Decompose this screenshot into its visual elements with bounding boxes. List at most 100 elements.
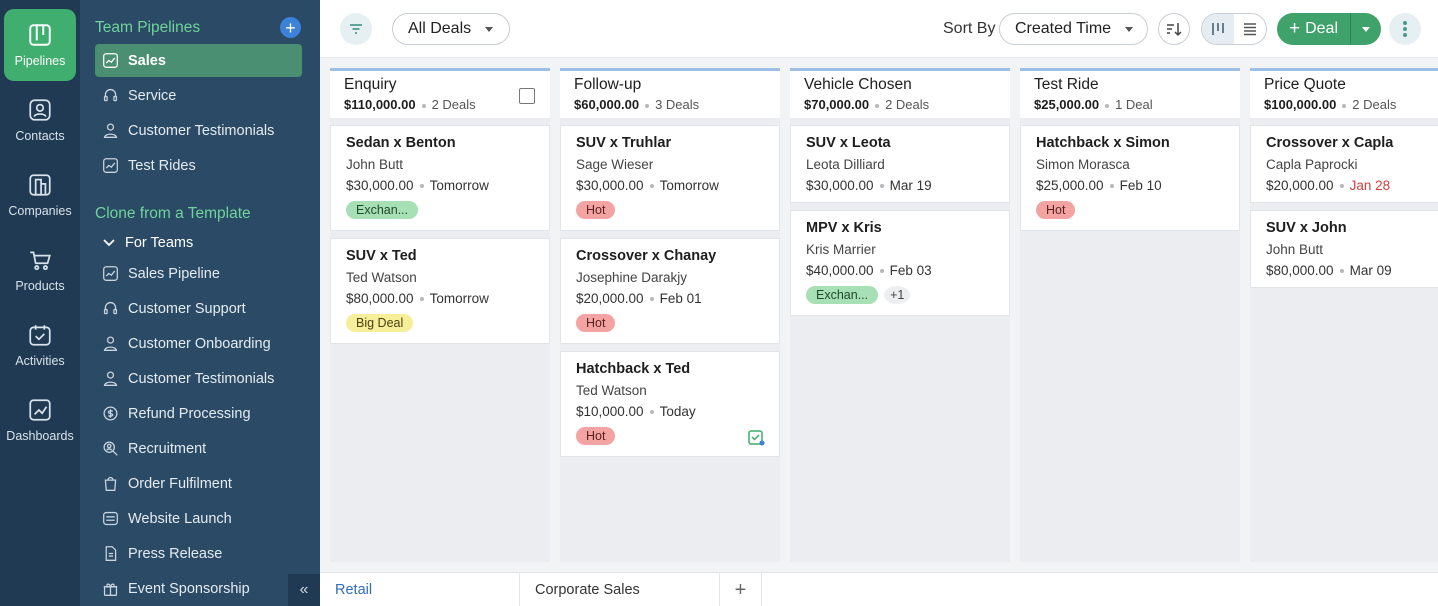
- sidebar-item-label: Test Rides: [128, 157, 196, 174]
- rail-label: Companies: [8, 204, 72, 218]
- add-deal-main[interactable]: + Deal: [1277, 13, 1351, 45]
- template-customer-support[interactable]: Customer Support: [95, 292, 302, 325]
- add-deal-button[interactable]: + Deal: [1277, 13, 1381, 45]
- headset-icon: [103, 88, 118, 102]
- template-event-sponsorship[interactable]: Event Sponsorship: [95, 572, 302, 605]
- sidebar-item-label: Customer Testimonials: [128, 370, 275, 387]
- deal-card[interactable]: Crossover x Chanay Josephine Darakjy $20…: [560, 238, 780, 344]
- select-column-checkbox[interactable]: [519, 88, 535, 104]
- deal-title: Crossover x Capla: [1266, 135, 1394, 151]
- calendar-check-icon: [29, 325, 51, 346]
- deal-tag: Hot: [576, 200, 616, 219]
- deal-card[interactable]: Hatchback x Ted Ted Watson $10,000.00 Tod…: [560, 351, 780, 457]
- tab-label: Retail: [335, 582, 373, 598]
- template-refund-processing[interactable]: Refund Processing: [95, 397, 302, 430]
- sort-select[interactable]: Created Time: [999, 13, 1148, 45]
- add-pipeline-button[interactable]: +: [280, 17, 301, 38]
- headset-icon: [103, 301, 118, 315]
- template-recruitment[interactable]: Recruitment: [95, 432, 302, 465]
- sort-label: Sort By: [943, 20, 996, 37]
- list-view-button[interactable]: [1234, 14, 1266, 44]
- deal-contact[interactable]: Leota Dilliard: [806, 157, 885, 172]
- deal-title: SUV x John: [1266, 220, 1347, 236]
- sidebar-item-label: Service: [128, 87, 177, 104]
- sidebar-item-service[interactable]: Service: [95, 79, 302, 112]
- deal-closing-date: Today: [659, 404, 696, 419]
- view-select[interactable]: All Deals: [392, 13, 510, 45]
- template-website-launch[interactable]: Website Launch: [95, 502, 302, 535]
- tab-retail[interactable]: Retail: [320, 573, 520, 606]
- companies-icon: [29, 174, 51, 196]
- kanban-board: Enquiry $110,000.00 2 Deals Sedan x Bento…: [320, 58, 1438, 572]
- sidebar-item-label: Press Release: [128, 545, 223, 562]
- task-pending-icon[interactable]: [747, 428, 765, 446]
- deal-contact[interactable]: Kris Marrier: [806, 242, 876, 257]
- deal-card[interactable]: SUV x Truhlar Sage Wieser $30,000.00 Tomo…: [560, 125, 780, 231]
- deal-contact[interactable]: Ted Watson: [346, 270, 417, 285]
- sidebar-item-sales[interactable]: Sales: [95, 44, 302, 77]
- template-customer-testimonials[interactable]: Customer Testimonials: [95, 362, 302, 395]
- sidebar-item-test-rides[interactable]: Test Rides: [95, 149, 302, 182]
- chart-icon: [29, 399, 51, 421]
- deal-contact[interactable]: Josephine Darakjy: [576, 270, 688, 285]
- deal-contact[interactable]: Ted Watson: [576, 383, 647, 398]
- for-teams-toggle[interactable]: For Teams: [102, 233, 193, 253]
- deal-title: Hatchback x Ted: [576, 361, 691, 377]
- deal-closing-date: Feb 01: [659, 291, 702, 306]
- deal-card[interactable]: Sedan x Benton John Butt $30,000.00 Tomor…: [330, 125, 550, 231]
- more-options-button[interactable]: [1389, 13, 1421, 45]
- caret-down-icon: [1362, 26, 1370, 32]
- deal-card[interactable]: Crossover x Capla Capla Paprocki $20,000…: [1250, 125, 1438, 203]
- rail-products[interactable]: Products: [4, 234, 76, 306]
- deal-contact[interactable]: Simon Morasca: [1036, 157, 1130, 172]
- stage-column: Enquiry $110,000.00 2 Deals Sedan x Bento…: [330, 68, 550, 562]
- tab-corporate-sales[interactable]: Corporate Sales: [520, 573, 720, 606]
- column-count: 1 Deal: [1115, 97, 1153, 112]
- sidebar-item-customer-testimonials[interactable]: Customer Testimonials: [95, 114, 302, 147]
- kanban-view-button[interactable]: [1202, 14, 1234, 44]
- template-press-release[interactable]: Press Release: [95, 537, 302, 570]
- collapse-sidebar-button[interactable]: «: [288, 574, 320, 606]
- deal-card[interactable]: SUV x John John Butt $80,000.00 Mar 09: [1250, 210, 1438, 288]
- deal-contact[interactable]: Sage Wieser: [576, 157, 654, 172]
- column-amount: $100,000.00: [1264, 97, 1337, 112]
- add-tab-button[interactable]: +: [720, 573, 762, 606]
- deal-contact[interactable]: John Butt: [1266, 242, 1324, 257]
- pipeline-chart-icon: [103, 266, 118, 281]
- template-sales-pipeline[interactable]: Sales Pipeline: [95, 257, 302, 290]
- deal-card[interactable]: MPV x Kris Kris Marrier $40,000.00 Feb 03…: [790, 210, 1010, 316]
- deal-closing-date: Tomorrow: [429, 291, 489, 306]
- clone-template-heading: Clone from a Template: [95, 205, 251, 222]
- deal-amount: $30,000.00: [806, 178, 874, 193]
- rail-label: Activities: [15, 354, 65, 368]
- sidebar-item-label: Recruitment: [128, 440, 207, 457]
- contacts-icon: [29, 99, 51, 121]
- rail-activities[interactable]: Activities: [4, 309, 76, 381]
- rail-pipelines[interactable]: Pipelines: [4, 9, 76, 81]
- column-header: Follow-up $60,000.00 3 Deals: [560, 68, 780, 118]
- deal-card[interactable]: SUV x Ted Ted Watson $80,000.00 Tomorrow …: [330, 238, 550, 344]
- kanban-icon: [1212, 23, 1224, 35]
- rail-contacts[interactable]: Contacts: [4, 84, 76, 156]
- template-customer-onboarding[interactable]: Customer Onboarding: [95, 327, 302, 360]
- add-deal-dropdown[interactable]: [1351, 26, 1381, 32]
- stage-column: Follow-up $60,000.00 3 Deals SUV x Truhla…: [560, 68, 780, 562]
- rail-companies[interactable]: Companies: [4, 159, 76, 231]
- deal-contact[interactable]: Capla Paprocki: [1266, 157, 1358, 172]
- deal-contact[interactable]: John Butt: [346, 157, 404, 172]
- rail-dashboards[interactable]: Dashboards: [4, 384, 76, 456]
- sidebar-item-label: Order Fulfilment: [128, 475, 232, 492]
- view-select-value: All Deals: [408, 20, 472, 37]
- deal-amount: $80,000.00: [346, 291, 414, 306]
- deal-tag: Hot: [576, 426, 616, 445]
- template-order-fulfilment[interactable]: Order Fulfilment: [95, 467, 302, 500]
- refund-icon: [103, 406, 118, 421]
- add-deal-label: Deal: [1305, 20, 1338, 37]
- more-tags-badge[interactable]: +1: [884, 285, 911, 304]
- sort-order-button[interactable]: [1158, 13, 1190, 45]
- document-icon: [105, 546, 117, 561]
- sidebar-item-label: Customer Support: [128, 300, 246, 317]
- deal-card[interactable]: SUV x Leota Leota Dilliard $30,000.00 Mar…: [790, 125, 1010, 203]
- deal-card[interactable]: Hatchback x Simon Simon Morasca $25,000.…: [1020, 125, 1240, 231]
- filter-button[interactable]: [340, 13, 372, 45]
